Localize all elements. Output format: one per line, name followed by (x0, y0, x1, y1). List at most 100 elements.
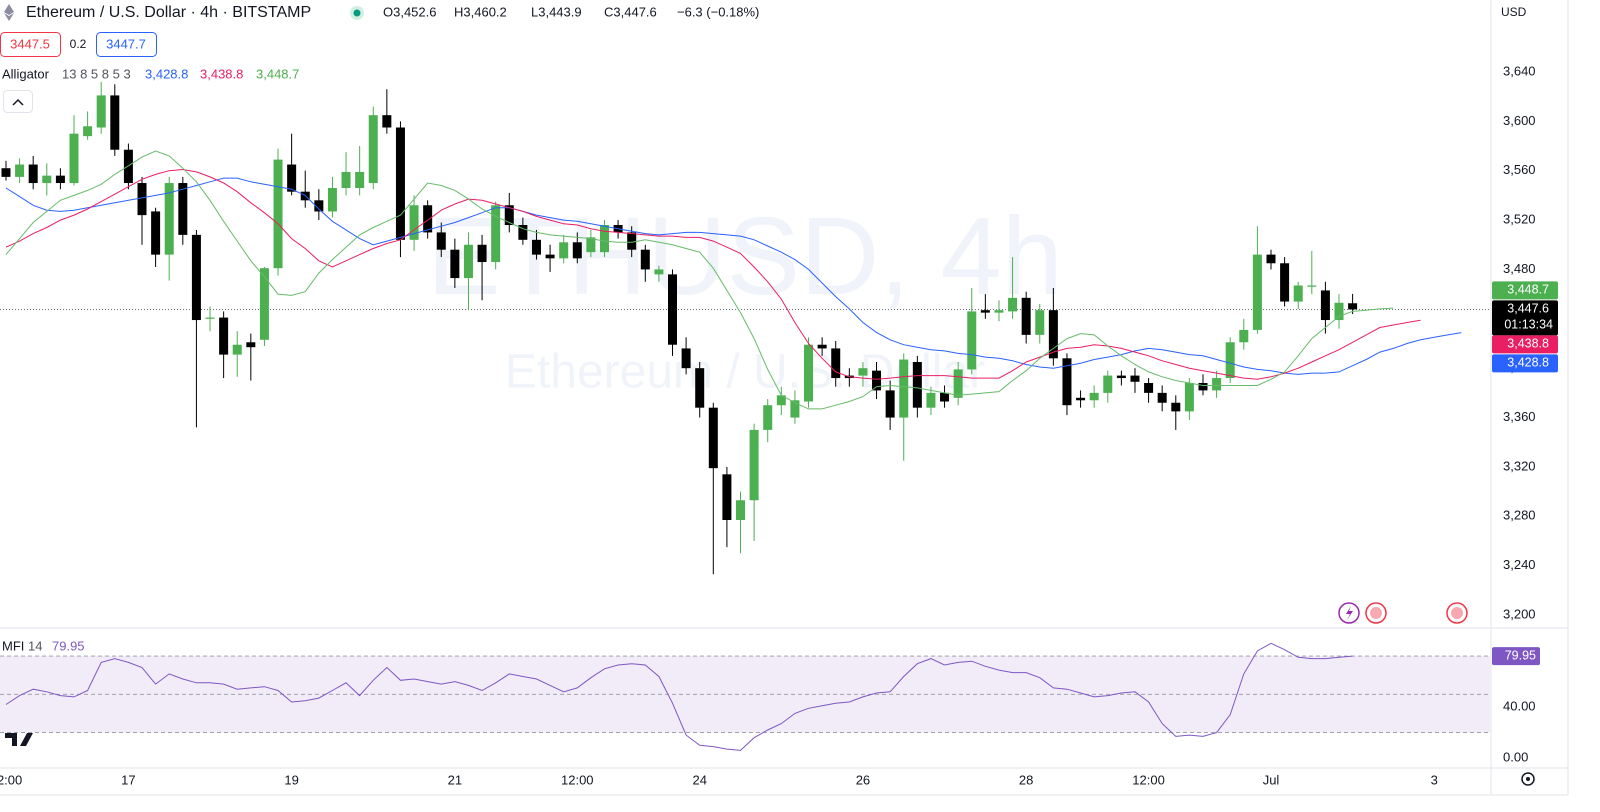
logo (5, 733, 33, 746)
candle-body (83, 126, 93, 137)
candle-body (654, 269, 664, 275)
candle-body (940, 392, 950, 402)
candle-body (219, 317, 229, 355)
candle-body (1062, 358, 1072, 406)
candle-body (722, 474, 732, 521)
candle-body (1280, 263, 1290, 302)
candle-body (559, 242, 569, 259)
candle-body (994, 310, 1004, 313)
mfi-params: 14 (28, 638, 42, 653)
x-tick-label: 26 (856, 772, 870, 787)
candle-body (96, 95, 106, 128)
candle-body (341, 171, 351, 188)
candle-body (504, 205, 514, 226)
last-price-tag (1492, 300, 1558, 336)
candle-body (314, 200, 324, 212)
candle-body (151, 211, 161, 255)
indicator-name[interactable]: Alligator (2, 66, 50, 81)
candle-body (1171, 402, 1181, 412)
candle-body (831, 348, 841, 379)
mfi-tag (1492, 647, 1540, 666)
ohlc-change: −6.3 (−0.18%) (677, 4, 759, 19)
candle-body (1307, 285, 1317, 287)
buy-button[interactable] (96, 32, 157, 57)
candle-body (586, 237, 596, 253)
candle-body (695, 368, 705, 408)
candle-body (368, 115, 378, 184)
candle-body (110, 95, 120, 150)
mfi-tag-label: 79.95 (1505, 648, 1536, 662)
candle-body (42, 175, 52, 184)
candle-body (545, 254, 555, 259)
candle-body (436, 232, 446, 250)
settings-icon[interactable] (1521, 772, 1535, 786)
candle-body (518, 225, 528, 240)
symbol-title[interactable]: Ethereum / U.S. Dollar · 4h · BITSTAMP (26, 4, 311, 21)
teeth-tag (1492, 335, 1558, 354)
candle-body (246, 342, 256, 348)
collapse-button[interactable] (3, 90, 33, 113)
ohlc-low: L3,443.9 (531, 4, 582, 19)
candle-body (1157, 392, 1167, 403)
sell-button[interactable] (0, 32, 61, 57)
market-status-dot (353, 9, 361, 17)
bid-price: 3447.5 (10, 36, 50, 51)
candle-body (1225, 342, 1235, 379)
mfi-name[interactable]: MFI (2, 638, 24, 653)
candle-body (681, 348, 691, 369)
eth-icon (4, 4, 14, 21)
candle-body (1184, 382, 1194, 412)
ohlc-high: H3,460.2 (454, 4, 507, 19)
ohlc-close: C3,447.6 (604, 4, 657, 19)
candle-body (667, 274, 677, 345)
candle-body (137, 183, 147, 216)
y-tick-label: 3,480 (1503, 261, 1536, 276)
candle-body (885, 390, 895, 418)
teeth-value: 3,438.8 (200, 66, 243, 81)
y-tick-label: 3,200 (1503, 606, 1536, 621)
candle-body (872, 370, 882, 391)
x-tick-label: 19 (284, 772, 298, 787)
candle-body (28, 164, 38, 184)
candle-body (749, 429, 759, 501)
candle-body (1021, 297, 1031, 335)
candle-body (477, 244, 487, 263)
lips-value: 3,448.7 (256, 66, 299, 81)
candle-body (967, 311, 977, 370)
y-tick-label: 3,360 (1503, 409, 1536, 424)
x-tick-label: 12:00 (561, 772, 594, 787)
candle-body (1103, 375, 1113, 393)
x-tick-label: Jul (1263, 772, 1280, 787)
candle-body (776, 395, 786, 406)
candle-body (1320, 290, 1330, 321)
candle-body (1334, 302, 1344, 321)
jaw-tag (1492, 354, 1558, 373)
candle-body (736, 500, 746, 521)
ohlc-open: O3,452.6 (383, 4, 437, 19)
candle-body (708, 407, 718, 469)
candle-body (273, 159, 283, 269)
candle-body (382, 115, 392, 128)
x-tick-label: 28 (1019, 772, 1033, 787)
jaw-value: 3,428.8 (145, 66, 188, 81)
lips-tag (1492, 281, 1558, 300)
teeth-label: 3,438.8 (1507, 337, 1549, 351)
mfi-value: 79.95 (52, 638, 85, 653)
jaw-label: 3,428.8 (1507, 356, 1549, 370)
y-tick-label: 3,320 (1503, 458, 1536, 473)
candle-body (287, 164, 297, 192)
candle-body (912, 362, 922, 408)
candle-body (423, 205, 433, 233)
candle-body (1198, 382, 1208, 391)
candle-body (1212, 378, 1222, 391)
candle-body (355, 171, 365, 188)
candle-body (1144, 382, 1154, 393)
candle-body (1048, 310, 1058, 359)
alligator-line (5, 177, 1462, 375)
candle-body (395, 127, 405, 240)
candle-body (463, 244, 473, 279)
x-tick-label: 12:00 (0, 772, 22, 787)
settings-dot (1526, 777, 1530, 781)
currency-button[interactable] (1497, 1, 1561, 26)
